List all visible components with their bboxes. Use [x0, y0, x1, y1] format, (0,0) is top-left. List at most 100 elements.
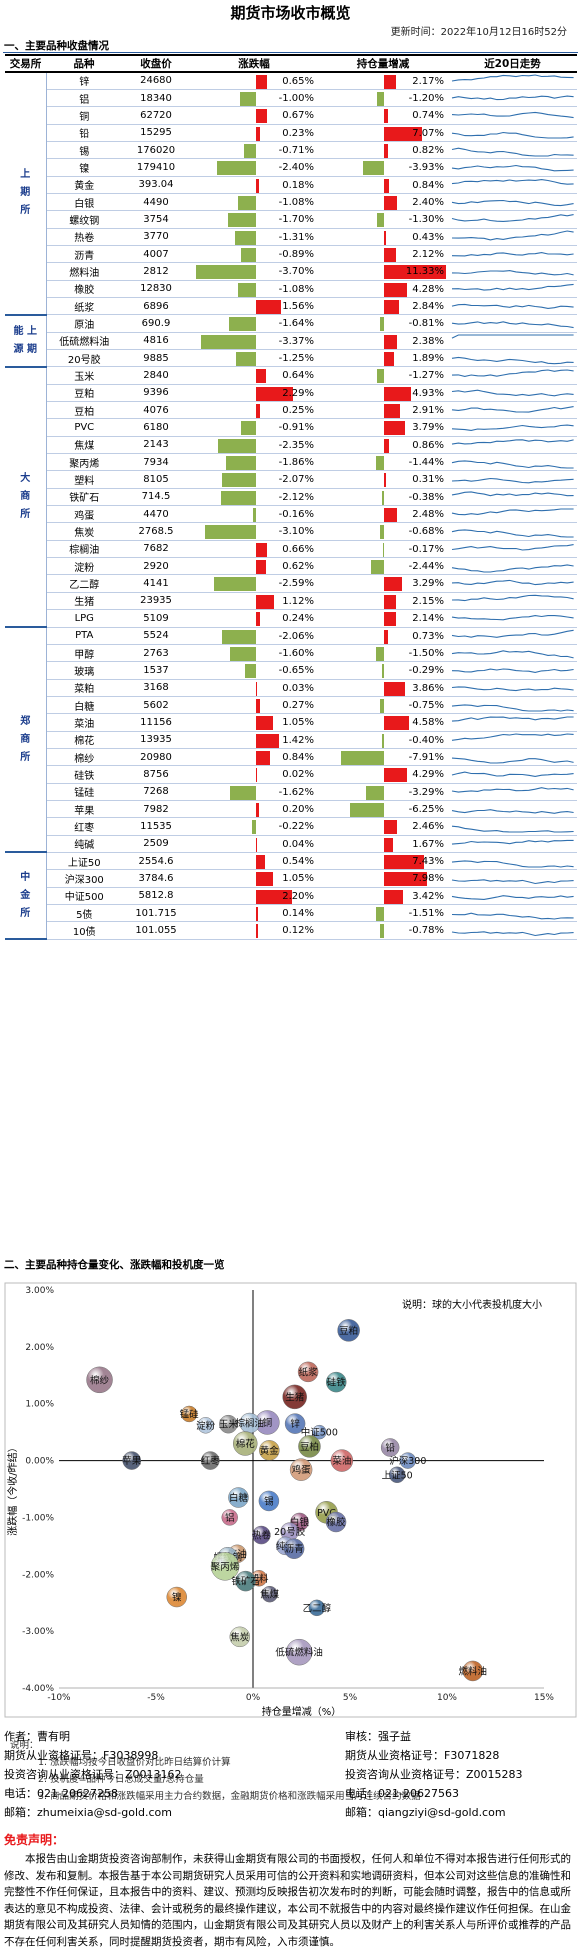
- oi-change-value: 0.43%: [412, 231, 444, 245]
- change-cell: 1.12%: [190, 592, 318, 609]
- change-bar: [241, 421, 256, 435]
- oi-change-value: 1.89%: [412, 352, 444, 366]
- trend-line: [452, 165, 574, 170]
- oi-change-value: 2.17%: [412, 75, 444, 89]
- change-cell: -3.70%: [190, 263, 318, 280]
- product-name: 生猪: [46, 592, 122, 609]
- oi-change-bar: [380, 525, 384, 539]
- oi-change-value: 2.38%: [412, 335, 444, 349]
- close-price: 8756: [122, 766, 190, 783]
- trend-line: [452, 545, 574, 550]
- close-price: 7682: [122, 540, 190, 557]
- trend-sparkline: [448, 870, 577, 887]
- change-value: 2.20%: [282, 890, 314, 904]
- change-cell: 0.04%: [190, 835, 318, 852]
- author-email: 邮箱：zhumeixia@sd-gold.com: [4, 1803, 182, 1822]
- change-bar: [256, 716, 273, 730]
- close-price: 179410: [122, 159, 190, 176]
- change-value: -2.12%: [279, 491, 314, 505]
- change-cell: -2.07%: [190, 471, 318, 488]
- change-bar: [238, 196, 256, 210]
- change-value: 0.18%: [282, 179, 314, 193]
- header-exchange: 交易所: [5, 55, 46, 72]
- oi-change-bar: [384, 196, 397, 210]
- change-value: -0.65%: [279, 664, 314, 678]
- oi-change-bar: [384, 838, 393, 852]
- change-cell: -0.16%: [190, 506, 318, 523]
- trend-line: [452, 565, 574, 572]
- change-bar: [256, 855, 265, 869]
- oi-change-value: 11.33%: [406, 265, 444, 279]
- oi-change-value: 4.58%: [412, 716, 444, 730]
- trend-line: [452, 932, 574, 936]
- oi-change-cell: -0.38%: [318, 488, 448, 505]
- change-bar: [256, 699, 260, 713]
- trend-line: [452, 357, 574, 363]
- change-value: 1.05%: [282, 872, 314, 886]
- oi-change-cell: -3.93%: [318, 159, 448, 176]
- oi-change-cell: 3.79%: [318, 419, 448, 436]
- oi-change-cell: 4.93%: [318, 384, 448, 401]
- trend-sparkline: [448, 610, 577, 627]
- trend-sparkline: [448, 72, 577, 89]
- oi-change-bar: [380, 317, 384, 331]
- bubble-label: 焦煤: [260, 1589, 280, 1601]
- trend-sparkline: [448, 211, 577, 228]
- trend-sparkline: [448, 748, 577, 765]
- oi-change-cell: 0.31%: [318, 471, 448, 488]
- header-close: 收盘价: [122, 55, 190, 72]
- trend-sparkline: [448, 402, 577, 419]
- oi-change-value: 4.93%: [412, 387, 444, 401]
- bubble-label: 棕榈油: [235, 1418, 264, 1430]
- oi-change-value: 2.46%: [412, 820, 444, 834]
- oi-change-value: 1.67%: [412, 838, 444, 852]
- close-price: 393.04: [122, 176, 190, 193]
- change-value: 1.42%: [282, 734, 314, 748]
- oi-change-bar: [384, 248, 396, 262]
- product-name: 白银: [46, 193, 122, 210]
- oi-change-cell: 0.86%: [318, 436, 448, 453]
- oi-change-cell: 0.82%: [318, 141, 448, 158]
- oi-change-cell: 2.14%: [318, 610, 448, 627]
- oi-change-bar: [384, 144, 388, 158]
- trend-sparkline: [448, 332, 577, 349]
- change-bar: [217, 161, 256, 175]
- trend-line: [452, 425, 574, 430]
- change-bar: [236, 352, 256, 366]
- change-value: 1.12%: [282, 595, 314, 609]
- change-bar: [241, 248, 256, 262]
- trend-sparkline: [448, 714, 577, 731]
- change-value: 0.27%: [282, 699, 314, 713]
- trend-line: [452, 530, 574, 537]
- change-value: -1.70%: [279, 213, 314, 227]
- oi-change-cell: 7.07%: [318, 124, 448, 141]
- section-2-title: 二、主要品种持仓量变化、涨跌幅和投机度一览: [4, 1257, 225, 1272]
- oi-change-cell: -1.20%: [318, 89, 448, 106]
- oi-change-value: -0.29%: [409, 664, 444, 678]
- change-bar: [256, 560, 266, 574]
- bubble-label: 铜: [263, 1417, 273, 1429]
- bubble-label: 热卷: [252, 1530, 272, 1542]
- x-tick-label: 15%: [534, 1693, 554, 1703]
- change-value: 1.56%: [282, 300, 314, 314]
- trend-sparkline: [448, 89, 577, 106]
- change-bar: [256, 595, 274, 609]
- trend-sparkline: [448, 436, 577, 453]
- y-tick-label: -2.00%: [22, 1570, 54, 1580]
- change-value: 0.14%: [282, 907, 314, 921]
- oi-change-cell: 2.48%: [318, 506, 448, 523]
- trend-sparkline: [448, 367, 577, 384]
- trend-line: [452, 322, 574, 328]
- trend-line: [452, 461, 574, 468]
- oi-change-cell: 4.29%: [318, 766, 448, 783]
- change-cell: -0.22%: [190, 818, 318, 835]
- change-cell: 0.03%: [190, 679, 318, 696]
- oi-change-value: -1.30%: [409, 213, 444, 227]
- author-consult: 投资咨询从业资格证号：Z0013162: [4, 1765, 182, 1784]
